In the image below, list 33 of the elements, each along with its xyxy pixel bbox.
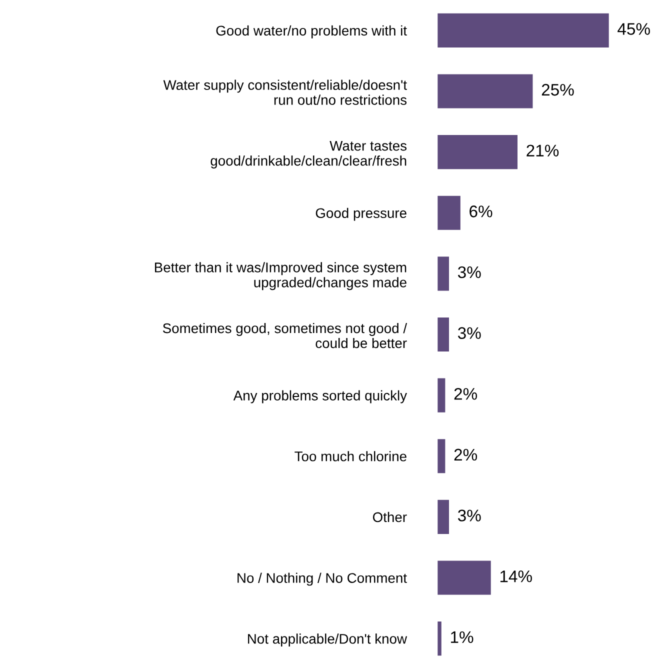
bar (438, 560, 491, 595)
bar (438, 74, 533, 108)
bar (438, 622, 442, 656)
data-label: 25% (542, 84, 574, 96)
y-tick-label: Not applicable/Don't know (248, 634, 408, 647)
data-label: 2% (454, 388, 478, 400)
data-label: 2% (454, 448, 478, 461)
y-tick-label: Good pressure (316, 208, 406, 221)
bar (438, 500, 449, 534)
data-label: 21% (526, 144, 559, 156)
bar (438, 196, 460, 230)
data-label: 6% (470, 206, 492, 218)
y-tick-label: No / Nothing / No Comment (238, 572, 407, 586)
data-label: 14% (500, 570, 532, 582)
y-tick-label: Too much chlorine (294, 451, 406, 462)
y-tick-label: Other (372, 512, 407, 522)
bar (438, 317, 449, 352)
data-label: 3% (458, 327, 481, 339)
y-tick-label: Sometimes good, sometimes not good / could be better (162, 322, 408, 348)
data-label: 3% (458, 510, 481, 522)
y-tick-label: Good water/no problems with it (216, 25, 407, 38)
y-tick-label: Water tastes good/drinkable/clean/clear/fresh (210, 141, 407, 168)
data-label: 45% (618, 23, 650, 35)
bar (438, 256, 449, 291)
y-tick-label: Any problems sorted quickly (233, 390, 408, 404)
y-tick-label: Better than it was/Improved since system upgraded/changes made (154, 262, 406, 290)
bar (438, 13, 609, 48)
data-label: 1% (450, 631, 474, 643)
y-tick-label: Water supply consistent/reliable/doesn't run out/no restrictions (163, 80, 407, 105)
bar (438, 135, 518, 170)
bar (438, 439, 446, 474)
data-label: 3% (458, 266, 481, 278)
bar (438, 378, 446, 412)
